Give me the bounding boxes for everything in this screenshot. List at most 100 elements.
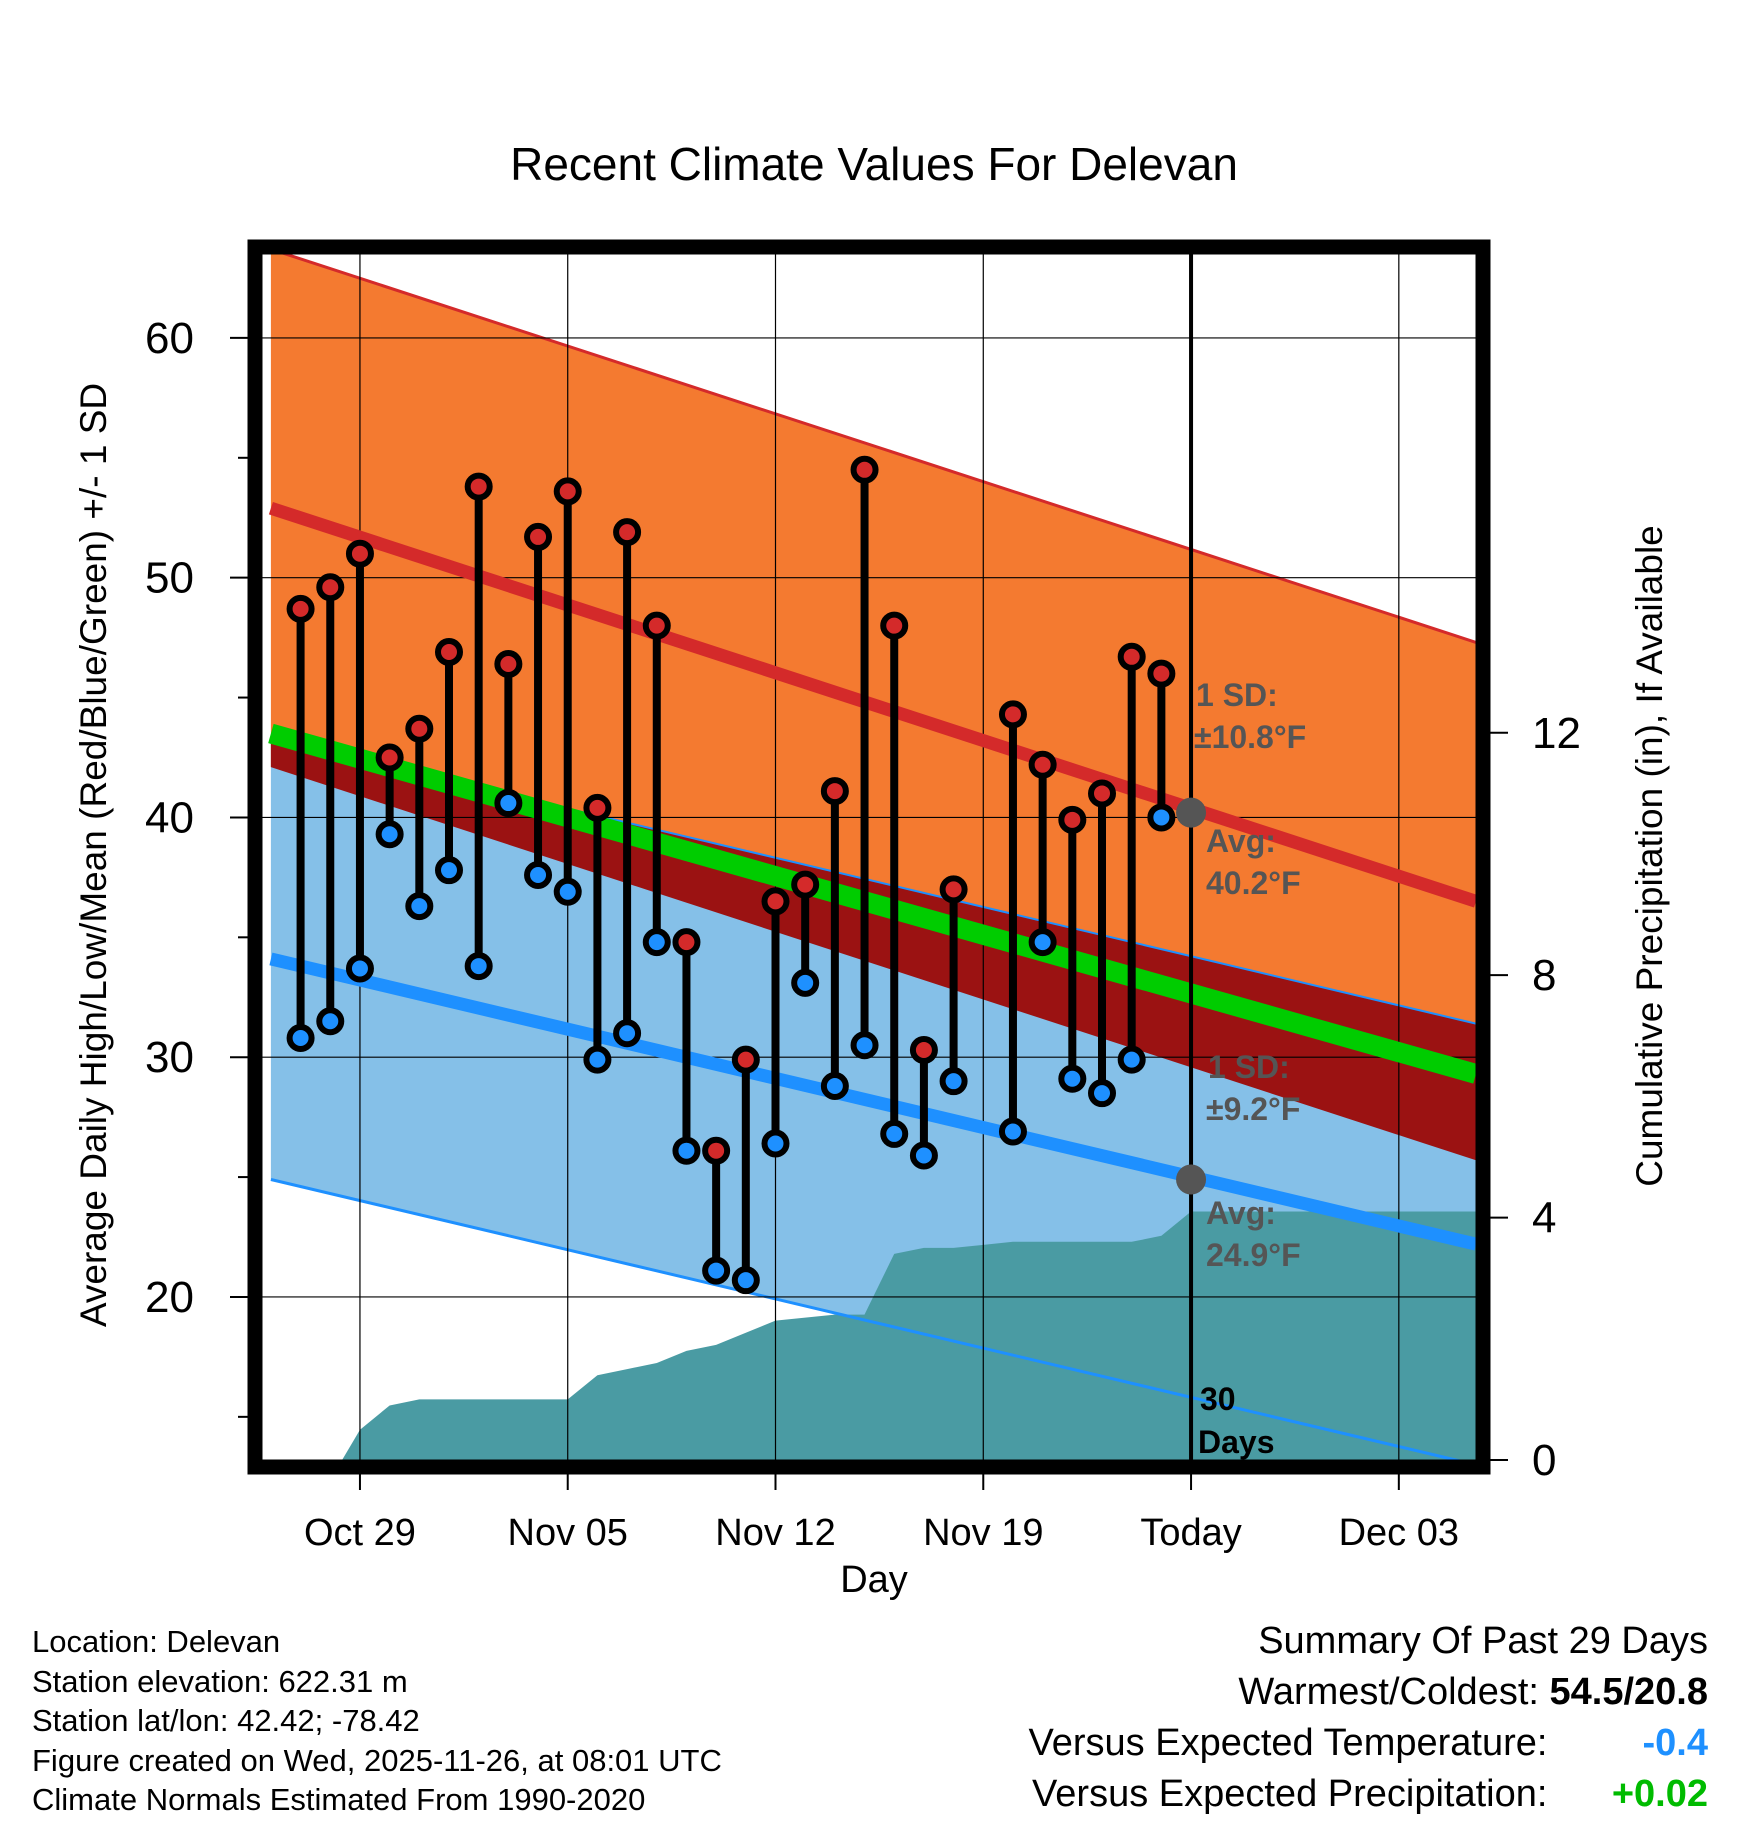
daily-low-point (345, 954, 374, 983)
warmest-coldest-row: Warmest/Coldest: 54.5/20.8 (1029, 1667, 1708, 1718)
low-sd-label: 1 SD: (1208, 1049, 1290, 1085)
x-tick-label: Nov 05 (508, 1512, 628, 1554)
y-left-tick-labels: 20 30 40 50 60 (145, 314, 194, 1322)
daily-low-point (1028, 928, 1057, 957)
daily-low-point (642, 928, 671, 957)
daily-high-point (791, 870, 820, 899)
y-right-tick-labels: 0 4 8 12 (1532, 709, 1581, 1485)
daily-low-point (761, 1129, 790, 1158)
daily-low-point (286, 1024, 315, 1053)
high-sd-value: ±10.8°F (1194, 719, 1306, 755)
x-axis-label: Day (840, 1559, 908, 1601)
daily-high-point (761, 887, 790, 916)
daily-low-point (553, 877, 582, 906)
daily-high-point (583, 793, 612, 822)
summary-title: Summary Of Past 29 Days (1258, 1620, 1708, 1662)
daily-low-point (464, 952, 493, 981)
daily-low-point (1117, 1045, 1146, 1074)
daily-high-point (434, 638, 463, 667)
mean-avg-line (268, 723, 1476, 1084)
y-right-tick-label: 0 (1532, 1436, 1556, 1485)
axis-ticks (230, 336, 1508, 1490)
daily-low-point (405, 892, 434, 921)
temp-vs-expected-label: Versus Expected Temperature: (1028, 1722, 1548, 1764)
daily-high-point (1028, 750, 1057, 779)
daily-high-point (909, 1036, 938, 1065)
warmest-coldest-label: Warmest/Coldest: (1238, 1671, 1539, 1713)
daily-high-point (405, 714, 434, 743)
daily-high-point (1088, 779, 1117, 808)
daily-low-point (939, 1067, 968, 1096)
daily-low-point (820, 1071, 849, 1100)
low-lower-sd-line (270, 1178, 1463, 1460)
x-tick-label: Nov 19 (923, 1512, 1043, 1554)
location-text: Location: Delevan (32, 1624, 281, 1659)
low-sd-value: ±9.2°F (1206, 1091, 1300, 1127)
daily-high-point (672, 928, 701, 957)
low-avg-label: Avg: (1206, 1195, 1276, 1231)
daily-low-point (316, 1007, 345, 1036)
y-left-tick-label: 50 (145, 554, 194, 603)
normals-text: Climate Normals Estimated From 1990-2020 (32, 1782, 646, 1817)
summary-panel: Summary Of Past 29 Days Warmest/Coldest:… (1029, 1616, 1708, 1820)
daily-low-point (791, 968, 820, 997)
days-word: Days (1198, 1424, 1275, 1460)
daily-low-point (434, 856, 463, 885)
y-right-tick-label: 8 (1532, 951, 1556, 1000)
high-avg-today-point (1176, 797, 1207, 828)
daily-high-point (316, 573, 345, 602)
temp-vs-expected-row: Versus Expected Temperature: -0.4 (1029, 1718, 1708, 1769)
daily-high-point (1058, 805, 1087, 834)
daily-low-point (909, 1141, 938, 1170)
elevation-text: Station elevation: 622.31 m (32, 1663, 408, 1699)
daily-low-point (583, 1045, 612, 1074)
y-right-axis-label: Cumulative Precipitation (in), If Availa… (1629, 525, 1670, 1187)
high-avg-line (268, 501, 1476, 908)
daily-low-point (494, 789, 523, 818)
y-left-tick-label: 30 (145, 1033, 194, 1082)
warmest-coldest-value: 54.5/20.8 (1549, 1671, 1708, 1713)
y-left-tick-label: 60 (145, 314, 194, 363)
high-avg-value: 40.2°F (1206, 865, 1301, 901)
high-sd-label: 1 SD: (1196, 677, 1278, 713)
daily-high-point (939, 875, 968, 904)
high-upper-sd-line (280, 254, 1476, 644)
daily-high-point (880, 611, 909, 640)
daily-low-point (1088, 1079, 1117, 1108)
x-tick-labels: Oct 29 Nov 05 Nov 12 Nov 19 Today Dec 03 (304, 1512, 1459, 1554)
y-left-tick-label: 40 (145, 793, 194, 842)
latlon-text: Station lat/lon: 42.42; -78.42 (32, 1703, 420, 1738)
daily-low-point (524, 860, 553, 889)
daily-low-point (672, 1136, 701, 1165)
chart-title: Recent Climate Values For Delevan (510, 138, 1238, 190)
daily-low-point (850, 1031, 879, 1060)
daily-range-bars (286, 455, 1176, 1295)
climate-chart: Recent Climate Values For Delevan 1 SD: … (73, 138, 1670, 1601)
daily-low-point (1147, 803, 1176, 832)
x-tick-label: Nov 12 (715, 1512, 835, 1554)
daily-low-point (375, 820, 404, 849)
high-avg-label: Avg: (1206, 823, 1276, 859)
precip-vs-expected-row: Versus Expected Precipitation: +0.02 (1029, 1769, 1708, 1820)
band-overlap-region (270, 738, 1476, 1161)
precip-vs-expected-label: Versus Expected Precipitation: (1032, 1773, 1548, 1815)
daily-low-point (731, 1266, 760, 1295)
y-left-axis-label: Average Daily High/Low/Mean (Red/Blue/Gr… (73, 383, 114, 1327)
daily-high-point (464, 472, 493, 501)
daily-low-point (880, 1119, 909, 1148)
daily-high-point (1117, 642, 1146, 671)
daily-high-point (375, 743, 404, 772)
daily-low-point (998, 1117, 1027, 1146)
daily-high-point (494, 649, 523, 678)
precip-vs-expected-value: +0.02 (1611, 1773, 1708, 1815)
cumulative-precip-area (279, 1211, 1476, 1460)
daily-high-point (731, 1045, 760, 1074)
daily-high-point (642, 611, 671, 640)
daily-low-point (1058, 1064, 1087, 1093)
daily-high-point (1147, 659, 1176, 688)
daily-high-point (286, 594, 315, 623)
created-text: Figure created on Wed, 2025-11-26, at 08… (32, 1742, 722, 1778)
days-count: 30 (1200, 1381, 1236, 1417)
x-tick-label: Dec 03 (1339, 1512, 1459, 1554)
daily-high-point (345, 539, 374, 568)
